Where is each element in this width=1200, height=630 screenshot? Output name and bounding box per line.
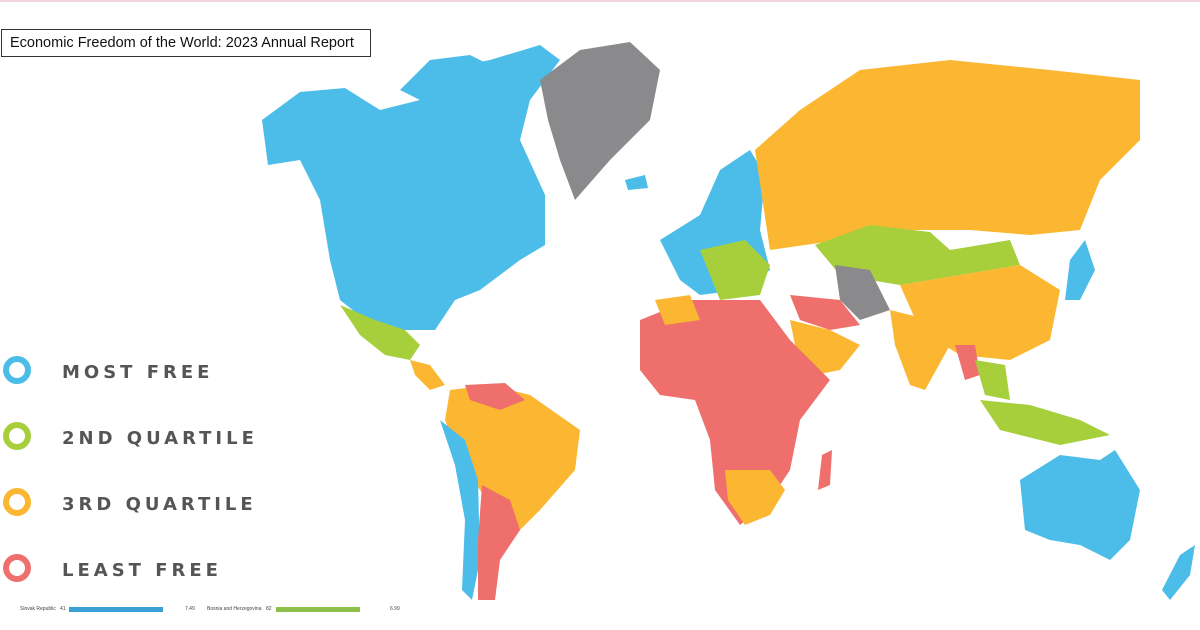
region-madagascar [818,450,832,490]
region-russia [755,60,1140,250]
region-japan [1065,240,1095,300]
ring-icon [3,554,31,582]
legend-label: LEAST FREE [62,560,222,581]
region-africa [640,300,830,525]
region-arctic-islands [400,55,500,110]
region-mexico [340,305,420,360]
region-myanmar [955,345,980,380]
legend-label: MOST FREE [62,362,214,383]
region-central-america [410,360,445,390]
region-indonesia [980,400,1110,445]
legend-label: 3RD QUARTILE [62,494,257,515]
region-new-zealand [1162,545,1195,600]
region-iceland [625,175,648,190]
region-peru-chile [440,420,480,600]
country-rank: 82 [266,606,272,612]
ring-icon [3,356,31,384]
region-north-africa [655,295,700,325]
region-iran [835,265,890,320]
region-australia [1020,450,1140,560]
region-south-america [445,385,580,530]
region-venezuela [465,383,525,410]
country-name: Slovak Republic [20,606,56,612]
region-southern-africa [725,470,785,525]
region-se-asia [975,360,1010,400]
legend-label: 2ND QUARTILE [62,428,258,449]
country-rank: 41 [60,606,66,612]
score-bar [69,607,163,612]
region-india [890,310,950,390]
country-score: 6.99 [390,606,400,612]
ring-icon [3,488,31,516]
region-middle-east [790,295,860,330]
report-title: Economic Freedom of the World: 2023 Annu… [1,29,371,57]
region-north-america [262,45,560,330]
ring-icon [3,422,31,450]
country-score: 7.49 [185,606,195,612]
score-bar [276,607,360,612]
region-europe-east [700,240,770,300]
region-argentina [478,485,520,600]
top-border [0,0,1200,2]
country-name: Bosnia and Herzegovina [207,606,262,612]
region-greenland [540,42,660,200]
